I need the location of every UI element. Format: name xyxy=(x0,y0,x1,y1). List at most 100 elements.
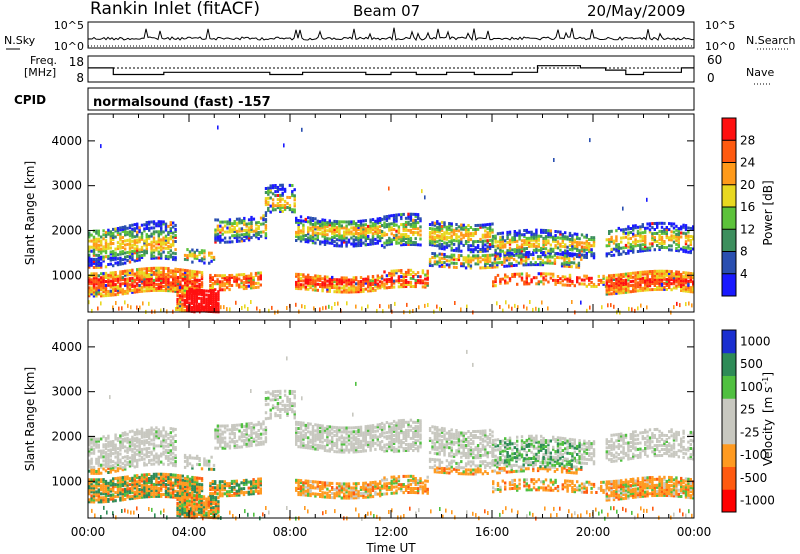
power-cell xyxy=(328,221,331,225)
power-cell xyxy=(517,253,521,257)
velocity-cell xyxy=(184,491,187,494)
power-cell xyxy=(242,275,246,278)
power-cell xyxy=(684,226,688,230)
power-cell xyxy=(92,292,96,296)
nsky-panel: 10^5 10^0 10^5 10^0 N.Sky N.Search xyxy=(4,19,796,53)
power-cell xyxy=(364,281,367,285)
power-cell xyxy=(472,254,475,258)
power-cell xyxy=(687,238,690,242)
power-cell xyxy=(565,256,569,260)
power-cell xyxy=(160,230,163,234)
power-cell xyxy=(121,290,124,294)
power-cell xyxy=(689,251,692,255)
power-cell xyxy=(615,279,618,283)
power-cell xyxy=(450,253,453,257)
power-cell xyxy=(250,224,253,227)
power-cell xyxy=(385,225,389,229)
velocity-cell xyxy=(186,475,189,479)
power-cell xyxy=(518,235,521,239)
velocity-cell xyxy=(157,486,160,490)
power-cell xyxy=(255,231,258,235)
velocity-cell xyxy=(97,449,100,453)
power-cell xyxy=(421,279,425,283)
power-cell xyxy=(516,231,519,235)
power-cell xyxy=(208,251,211,255)
power-cell xyxy=(119,290,122,294)
velocity-cell xyxy=(176,484,180,487)
velocity-cell xyxy=(181,494,184,498)
power-cell xyxy=(245,274,248,278)
velocity-cell xyxy=(124,477,127,481)
power-colorbar-segment xyxy=(722,184,736,208)
velocity-cell xyxy=(116,492,120,496)
power-cell xyxy=(164,246,168,250)
velocity-cell xyxy=(126,483,129,487)
power-cell xyxy=(682,279,685,283)
velocity-cell xyxy=(223,482,226,486)
power-cell xyxy=(250,215,253,219)
power-cell xyxy=(314,233,317,237)
power-cell xyxy=(316,231,319,235)
power-cell xyxy=(311,280,315,284)
power-cell xyxy=(160,276,163,280)
power-cell xyxy=(684,273,688,277)
power-cell xyxy=(283,203,287,207)
power-cell xyxy=(409,218,413,222)
power-cell xyxy=(140,245,144,249)
power-cell xyxy=(207,289,210,293)
power-cell xyxy=(90,263,93,267)
power-cell xyxy=(254,286,258,289)
power-cell xyxy=(183,294,186,298)
power-cell xyxy=(682,231,685,235)
power-cell xyxy=(684,285,688,289)
power-cell xyxy=(126,285,129,289)
power-cell xyxy=(326,239,329,243)
power-cell xyxy=(522,253,525,257)
power-cell xyxy=(328,241,331,245)
power-cell xyxy=(321,240,324,244)
velocity-cell xyxy=(162,472,165,476)
power-cell xyxy=(328,219,331,223)
power-cell xyxy=(174,230,177,233)
power-cell xyxy=(474,232,477,236)
power-cell xyxy=(136,282,139,286)
velocity-cell xyxy=(102,488,105,492)
power-cell xyxy=(663,227,666,231)
power-cell xyxy=(455,257,458,261)
power-cell xyxy=(352,290,355,294)
power-cell xyxy=(335,242,339,246)
power-cell xyxy=(119,284,122,288)
power-cell xyxy=(133,229,136,233)
power-cell xyxy=(692,280,695,284)
velocity-cell xyxy=(190,511,194,515)
power-cell xyxy=(100,249,103,253)
power-cell xyxy=(90,280,93,284)
power-cell xyxy=(634,240,637,244)
velocity-cell xyxy=(190,503,194,507)
power-cell xyxy=(212,290,215,293)
power-cell xyxy=(371,279,375,282)
power-cell xyxy=(355,290,358,294)
power-cell xyxy=(385,223,389,227)
power-cell xyxy=(542,228,545,232)
power-cell xyxy=(167,273,170,277)
power-cell xyxy=(297,233,300,237)
power-cell xyxy=(350,290,353,294)
power-cell xyxy=(235,239,239,243)
power-cell xyxy=(438,236,441,240)
power-cell xyxy=(350,280,353,284)
power-cell xyxy=(169,255,172,259)
power-cell xyxy=(583,282,586,286)
power-cell xyxy=(295,272,298,276)
power-cell xyxy=(484,260,487,264)
power-cell xyxy=(362,287,365,291)
power-cell xyxy=(172,231,175,235)
power-cell xyxy=(124,239,127,243)
power-cell xyxy=(544,229,548,232)
power-cell xyxy=(109,240,112,244)
power-cell xyxy=(656,271,659,275)
power-cell xyxy=(646,197,648,202)
power-cell xyxy=(576,244,579,248)
velocity-cell xyxy=(257,491,260,495)
power-cell xyxy=(107,281,110,285)
